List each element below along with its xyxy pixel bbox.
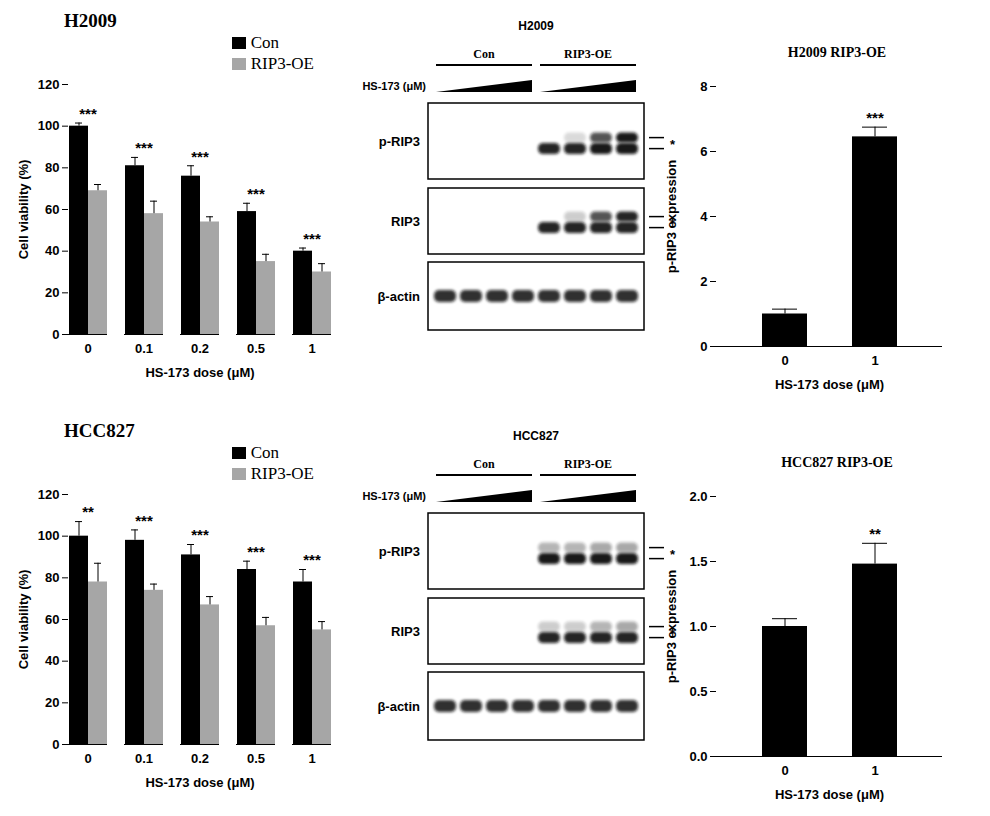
- svg-text:4: 4: [700, 209, 708, 224]
- svg-text:2: 2: [700, 274, 707, 289]
- svg-text:1.5: 1.5: [689, 554, 707, 569]
- svg-text:HCC827: HCC827: [513, 429, 559, 443]
- svg-text:*: *: [670, 216, 676, 231]
- svg-text:Cell viability (%): Cell viability (%): [16, 570, 31, 670]
- svg-text:***: ***: [135, 139, 153, 156]
- svg-text:β-actin: β-actin: [377, 289, 420, 304]
- svg-text:p-RIP3: p-RIP3: [379, 544, 420, 559]
- svg-text:2.0: 2.0: [689, 489, 707, 504]
- svg-text:100: 100: [38, 118, 60, 133]
- html-text:H2009 RIP3-OE: H2009 RIP3-OE: [787, 45, 887, 60]
- svg-text:0.1: 0.1: [135, 751, 153, 766]
- svg-text:40: 40: [45, 653, 59, 668]
- svg-text:1.0: 1.0: [689, 619, 707, 634]
- svg-text:0.5: 0.5: [247, 751, 265, 766]
- svg-text:**: **: [869, 525, 881, 542]
- svg-text:p-RIP3 expression: p-RIP3 expression: [664, 570, 679, 683]
- svg-text:p-RIP3: p-RIP3: [379, 134, 420, 149]
- svg-text:***: ***: [191, 526, 209, 543]
- svg-text:80: 80: [45, 570, 59, 585]
- svg-text:1: 1: [871, 763, 878, 778]
- svg-text:60: 60: [45, 612, 59, 627]
- svg-text:0.0: 0.0: [689, 749, 707, 764]
- svg-text:8: 8: [700, 79, 707, 94]
- html-text:Con: Con: [250, 442, 280, 462]
- svg-text:HS-173 dose (μM): HS-173 dose (μM): [775, 787, 884, 802]
- svg-text:40: 40: [45, 243, 59, 258]
- svg-text:RIP3: RIP3: [391, 214, 420, 229]
- svg-text:0.1: 0.1: [135, 341, 153, 356]
- svg-text:RIP3-OE: RIP3-OE: [564, 457, 612, 471]
- svg-text:100: 100: [38, 528, 60, 543]
- svg-text:0.5: 0.5: [689, 684, 707, 699]
- svg-text:0: 0: [84, 751, 91, 766]
- svg-text:Con: Con: [473, 457, 495, 471]
- svg-text:**: **: [82, 503, 94, 520]
- svg-text:***: ***: [191, 148, 209, 165]
- svg-text:β-actin: β-actin: [377, 699, 420, 714]
- html-text:Con: Con: [250, 32, 280, 52]
- svg-text:***: ***: [303, 551, 321, 568]
- svg-text:HS-173 dose (μM): HS-173 dose (μM): [775, 377, 884, 392]
- svg-text:1: 1: [308, 751, 315, 766]
- svg-text:6: 6: [700, 144, 707, 159]
- svg-text:0.5: 0.5: [247, 341, 265, 356]
- html-text:HCC827: HCC827: [64, 420, 135, 441]
- svg-text:*: *: [670, 137, 676, 152]
- svg-text:HS-173 dose (μM): HS-173 dose (μM): [145, 365, 254, 380]
- svg-text:Con: Con: [473, 47, 495, 61]
- svg-text:H2009: H2009: [518, 19, 554, 33]
- html-text:HCC827 RIP3-OE: HCC827 RIP3-OE: [781, 455, 893, 470]
- svg-text:*: *: [670, 547, 676, 562]
- svg-text:80: 80: [45, 160, 59, 175]
- svg-text:HS-173 dose (μM): HS-173 dose (μM): [145, 775, 254, 790]
- svg-text:0.2: 0.2: [191, 751, 209, 766]
- svg-text:***: ***: [247, 543, 265, 560]
- html-text:RIP3-OE: RIP3-OE: [250, 53, 314, 73]
- svg-text:0: 0: [52, 327, 59, 342]
- svg-text:HS-173 (μM): HS-173 (μM): [362, 490, 426, 502]
- svg-text:HS-173 (μM): HS-173 (μM): [362, 80, 426, 92]
- svg-text:120: 120: [38, 77, 60, 92]
- svg-text:1: 1: [308, 341, 315, 356]
- svg-text:***: ***: [79, 105, 97, 122]
- svg-text:RIP3: RIP3: [391, 624, 420, 639]
- svg-text:0: 0: [781, 353, 788, 368]
- html-text:RIP3-OE: RIP3-OE: [250, 463, 314, 483]
- svg-text:***: ***: [866, 109, 884, 126]
- svg-text:0: 0: [84, 341, 91, 356]
- svg-text:120: 120: [38, 487, 60, 502]
- svg-text:***: ***: [135, 512, 153, 529]
- svg-text:20: 20: [45, 285, 59, 300]
- svg-text:60: 60: [45, 202, 59, 217]
- svg-text:1: 1: [871, 353, 878, 368]
- svg-text:0: 0: [700, 339, 707, 354]
- svg-text:*: *: [670, 626, 676, 641]
- svg-text:p-RIP3 expression: p-RIP3 expression: [664, 160, 679, 273]
- svg-text:RIP3-OE: RIP3-OE: [564, 47, 612, 61]
- svg-text:20: 20: [45, 695, 59, 710]
- svg-text:0: 0: [52, 737, 59, 752]
- svg-text:***: ***: [303, 230, 321, 247]
- html-text:H2009: H2009: [64, 10, 117, 31]
- svg-text:0.2: 0.2: [191, 341, 209, 356]
- svg-text:0: 0: [781, 763, 788, 778]
- svg-text:***: ***: [247, 185, 265, 202]
- svg-text:Cell viability (%): Cell viability (%): [16, 160, 31, 260]
